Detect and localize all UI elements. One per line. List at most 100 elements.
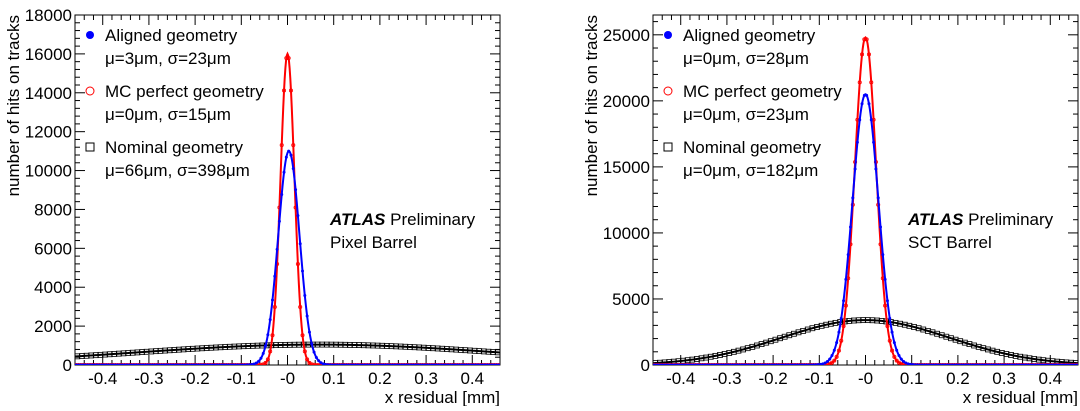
data-point (446, 363, 450, 365)
y-tick-label: 4000 (34, 278, 72, 297)
data-point (270, 333, 275, 338)
data-point (724, 363, 728, 365)
legend-stats: μ=66μm, σ=398μm (105, 161, 250, 180)
data-point (270, 298, 274, 302)
data-point (678, 363, 682, 365)
x-tick-label: -0.4 (666, 369, 695, 388)
data-point (407, 363, 411, 365)
x-tick-label: 0.1 (900, 369, 924, 388)
data-point (805, 363, 809, 365)
data-point (286, 56, 291, 61)
data-point (137, 363, 141, 365)
data-point (864, 37, 869, 42)
data-point (370, 363, 374, 365)
data-point (305, 357, 310, 362)
data-point (314, 362, 319, 365)
data-point (673, 363, 677, 365)
data-point (314, 355, 318, 359)
data-point (416, 363, 420, 365)
preliminary-label: Preliminary (390, 210, 476, 229)
data-point (132, 363, 136, 365)
data-point (872, 140, 876, 144)
data-point (301, 269, 305, 273)
data-point (176, 363, 180, 365)
data-point (728, 363, 732, 365)
data-point (374, 363, 378, 365)
data-point (1017, 363, 1021, 365)
data-point (307, 330, 311, 334)
data-point (120, 363, 124, 365)
data-point (245, 363, 249, 365)
data-point (240, 363, 244, 365)
data-point (227, 363, 231, 365)
data-point (862, 93, 866, 97)
data-point (76, 363, 80, 365)
data-point (208, 363, 212, 365)
data-point (439, 363, 443, 365)
data-point (347, 363, 351, 365)
data-point (867, 102, 871, 106)
data-point (712, 363, 716, 365)
data-point (721, 363, 725, 365)
data-point (448, 363, 452, 365)
data-point (400, 363, 404, 365)
data-point (206, 363, 210, 365)
data-point (372, 363, 376, 365)
data-point (1029, 363, 1033, 365)
data-point (104, 363, 108, 365)
data-point (887, 338, 892, 343)
data-point (952, 363, 956, 365)
data-point (102, 363, 106, 365)
data-point (164, 363, 168, 365)
data-point (275, 247, 279, 251)
data-point (310, 342, 314, 346)
data-point (300, 333, 305, 338)
data-point (1022, 363, 1026, 365)
data-point (843, 303, 848, 308)
data-point (749, 363, 753, 365)
data-point (1003, 363, 1007, 365)
legend-marker-filled-circle (86, 31, 94, 39)
data-point (985, 363, 989, 365)
atlas-label: ATLAS (329, 210, 386, 229)
data-point (236, 363, 240, 365)
data-point (277, 219, 281, 223)
data-point (143, 363, 147, 365)
data-point (830, 360, 835, 365)
data-point (1063, 363, 1067, 365)
data-point (989, 363, 993, 365)
data-point (837, 330, 841, 334)
data-point (125, 363, 129, 365)
data-point (715, 363, 719, 365)
data-point (939, 363, 943, 365)
data-point (1052, 363, 1056, 365)
data-point (488, 363, 492, 365)
data-point (839, 338, 844, 343)
data-point (303, 294, 307, 298)
data-point (860, 102, 864, 106)
data-point (231, 363, 235, 365)
legend: Aligned geometry μ=3μm, σ=23μm MC perfect … (85, 26, 264, 180)
data-point (885, 324, 890, 329)
data-point (192, 363, 196, 365)
series-0 (75, 149, 500, 365)
y-tick-label: 10000 (603, 224, 650, 243)
data-point (268, 318, 272, 322)
data-point (1068, 363, 1072, 365)
data-point (1038, 363, 1042, 365)
data-point (1049, 363, 1053, 365)
data-point (460, 363, 464, 365)
data-point (254, 361, 258, 365)
x-tick-label: 0.3 (992, 369, 1016, 388)
data-point (169, 363, 173, 365)
data-point (430, 363, 434, 365)
series-2 (75, 341, 500, 360)
data-point (467, 363, 471, 365)
data-point (853, 167, 857, 171)
series-fit-line (653, 36, 1078, 365)
data-point (708, 363, 712, 365)
data-point (659, 363, 663, 365)
data-point (1072, 360, 1078, 365)
legend-label: MC perfect geometry (105, 82, 264, 101)
data-point (775, 363, 779, 365)
